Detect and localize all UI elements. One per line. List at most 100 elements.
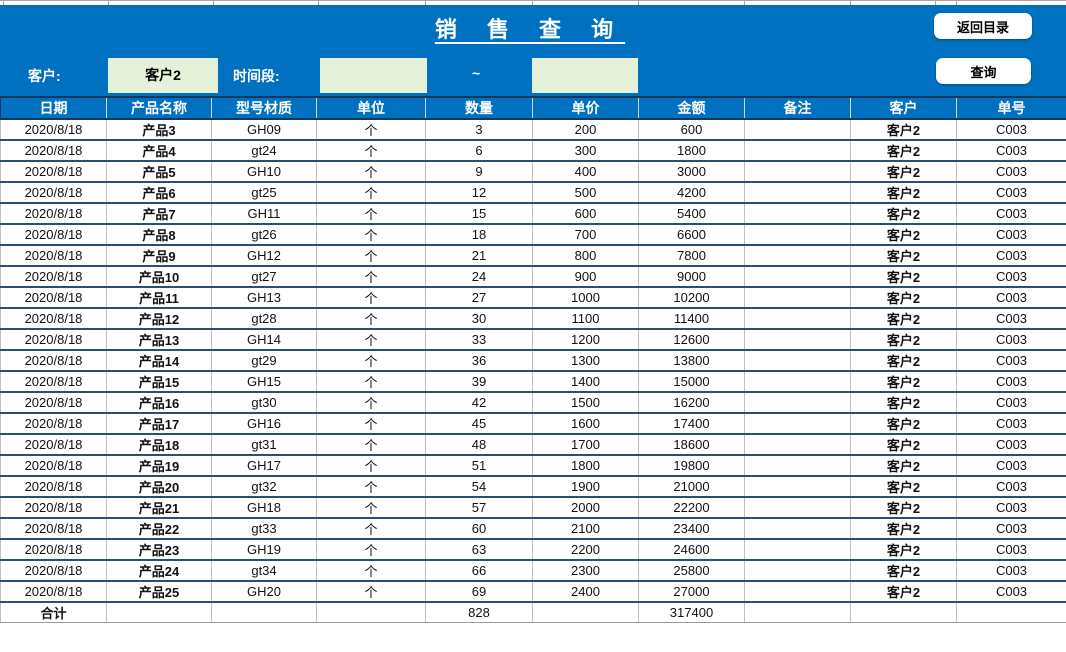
cell-date[interactable]: 2020/8/18 [0, 350, 107, 372]
cell-product[interactable]: 产品11 [106, 287, 212, 309]
cell-order[interactable]: C003 [956, 182, 1066, 204]
cell-price[interactable]: 2100 [532, 518, 639, 540]
cell-customer[interactable]: 客户2 [850, 518, 957, 540]
cell-unit[interactable]: 个 [316, 161, 426, 183]
cell-quantity[interactable]: 18 [425, 224, 533, 246]
cell-order[interactable]: C003 [956, 350, 1066, 372]
cell-quantity[interactable]: 15 [425, 203, 533, 225]
cell-customer[interactable]: 客户2 [850, 392, 957, 414]
total-cell-order[interactable] [956, 602, 1066, 623]
cell-unit[interactable]: 个 [316, 371, 426, 393]
cell-model[interactable]: GH13 [211, 287, 317, 309]
cell-customer[interactable]: 客户2 [850, 581, 957, 603]
cell-price[interactable]: 2400 [532, 581, 639, 603]
cell-unit[interactable]: 个 [316, 539, 426, 561]
cell-model[interactable]: GH20 [211, 581, 317, 603]
cell-unit[interactable]: 个 [316, 560, 426, 582]
cell-remark[interactable] [744, 476, 851, 498]
cell-quantity[interactable]: 24 [425, 266, 533, 288]
cell-price[interactable]: 1700 [532, 434, 639, 456]
cell-model[interactable]: GH11 [211, 203, 317, 225]
cell-customer[interactable]: 客户2 [850, 476, 957, 498]
cell-date[interactable]: 2020/8/18 [0, 329, 107, 351]
cell-product[interactable]: 产品17 [106, 413, 212, 435]
cell-unit[interactable]: 个 [316, 140, 426, 162]
total-cell-customer[interactable] [850, 602, 957, 623]
cell-model[interactable]: GH16 [211, 413, 317, 435]
cell-remark[interactable] [744, 392, 851, 414]
cell-customer[interactable]: 客户2 [850, 140, 957, 162]
cell-price[interactable]: 2200 [532, 539, 639, 561]
query-button[interactable]: 查询 [936, 58, 1031, 84]
cell-unit[interactable]: 个 [316, 497, 426, 519]
cell-order[interactable]: C003 [956, 413, 1066, 435]
cell-unit[interactable]: 个 [316, 119, 426, 141]
cell-remark[interactable] [744, 161, 851, 183]
cell-customer[interactable]: 客户2 [850, 329, 957, 351]
cell-remark[interactable] [744, 329, 851, 351]
cell-date[interactable]: 2020/8/18 [0, 245, 107, 267]
total-label[interactable]: 合计 [0, 602, 107, 623]
cell-date[interactable]: 2020/8/18 [0, 518, 107, 540]
cell-price[interactable]: 1900 [532, 476, 639, 498]
cell-price[interactable]: 1000 [532, 287, 639, 309]
cell-amount[interactable]: 18600 [638, 434, 745, 456]
cell-order[interactable]: C003 [956, 329, 1066, 351]
cell-order[interactable]: C003 [956, 455, 1066, 477]
cell-quantity[interactable]: 57 [425, 497, 533, 519]
cell-order[interactable]: C003 [956, 539, 1066, 561]
cell-remark[interactable] [744, 413, 851, 435]
cell-unit[interactable]: 个 [316, 224, 426, 246]
cell-quantity[interactable]: 48 [425, 434, 533, 456]
cell-product[interactable]: 产品20 [106, 476, 212, 498]
period-to-input[interactable] [532, 58, 638, 93]
cell-order[interactable]: C003 [956, 371, 1066, 393]
cell-remark[interactable] [744, 140, 851, 162]
cell-amount[interactable]: 25800 [638, 560, 745, 582]
cell-date[interactable]: 2020/8/18 [0, 203, 107, 225]
total-cell-model[interactable] [211, 602, 317, 623]
cell-quantity[interactable]: 51 [425, 455, 533, 477]
cell-amount[interactable]: 13800 [638, 350, 745, 372]
cell-date[interactable]: 2020/8/18 [0, 224, 107, 246]
cell-quantity[interactable]: 36 [425, 350, 533, 372]
cell-customer[interactable]: 客户2 [850, 182, 957, 204]
cell-order[interactable]: C003 [956, 119, 1066, 141]
cell-unit[interactable]: 个 [316, 329, 426, 351]
cell-unit[interactable]: 个 [316, 350, 426, 372]
total-cell-remark[interactable] [744, 602, 851, 623]
cell-remark[interactable] [744, 245, 851, 267]
cell-quantity[interactable]: 69 [425, 581, 533, 603]
cell-model[interactable]: gt29 [211, 350, 317, 372]
cell-amount[interactable]: 10200 [638, 287, 745, 309]
cell-date[interactable]: 2020/8/18 [0, 161, 107, 183]
total-cell-quantity[interactable]: 828 [425, 602, 533, 623]
cell-order[interactable]: C003 [956, 497, 1066, 519]
cell-amount[interactable]: 27000 [638, 581, 745, 603]
cell-date[interactable]: 2020/8/18 [0, 434, 107, 456]
cell-price[interactable]: 500 [532, 182, 639, 204]
cell-remark[interactable] [744, 119, 851, 141]
cell-price[interactable]: 900 [532, 266, 639, 288]
cell-product[interactable]: 产品15 [106, 371, 212, 393]
cell-quantity[interactable]: 60 [425, 518, 533, 540]
cell-unit[interactable]: 个 [316, 182, 426, 204]
cell-date[interactable]: 2020/8/18 [0, 560, 107, 582]
cell-customer[interactable]: 客户2 [850, 224, 957, 246]
cell-quantity[interactable]: 6 [425, 140, 533, 162]
cell-amount[interactable]: 1800 [638, 140, 745, 162]
cell-model[interactable]: GH15 [211, 371, 317, 393]
cell-model[interactable]: gt30 [211, 392, 317, 414]
cell-remark[interactable] [744, 182, 851, 204]
cell-product[interactable]: 产品4 [106, 140, 212, 162]
cell-model[interactable]: GH19 [211, 539, 317, 561]
cell-quantity[interactable]: 66 [425, 560, 533, 582]
cell-quantity[interactable]: 54 [425, 476, 533, 498]
cell-model[interactable]: gt25 [211, 182, 317, 204]
cell-amount[interactable]: 15000 [638, 371, 745, 393]
cell-product[interactable]: 产品14 [106, 350, 212, 372]
cell-model[interactable]: gt28 [211, 308, 317, 330]
cell-price[interactable]: 400 [532, 161, 639, 183]
cell-unit[interactable]: 个 [316, 413, 426, 435]
cell-date[interactable]: 2020/8/18 [0, 539, 107, 561]
